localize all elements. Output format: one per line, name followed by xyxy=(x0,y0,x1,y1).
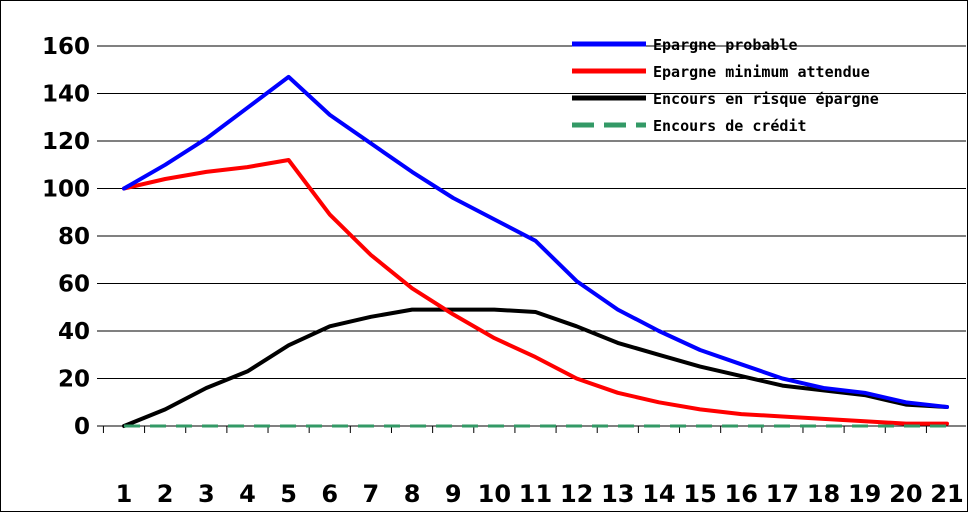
legend-label-4: Encours de crédit xyxy=(653,117,807,135)
x-tick-label: 21 xyxy=(930,480,963,508)
x-tick-label: 16 xyxy=(725,480,758,508)
legend-label-2: Epargne minimum attendue xyxy=(653,63,870,81)
y-tick-label: 0 xyxy=(74,414,90,440)
series-line-1 xyxy=(122,74,949,409)
y-tick-label: 80 xyxy=(58,224,90,250)
x-tick-label: 20 xyxy=(889,480,922,508)
x-tick-label: 7 xyxy=(363,480,380,508)
x-tick-label: 8 xyxy=(404,480,421,508)
x-tick-label: 10 xyxy=(478,480,511,508)
x-tick-label: 17 xyxy=(766,480,799,508)
x-tick-label: 11 xyxy=(519,480,552,508)
x-tick-label: 4 xyxy=(239,480,256,508)
y-tick-label: 120 xyxy=(42,129,90,155)
y-tick-label: 60 xyxy=(58,272,90,298)
x-tick-label: 19 xyxy=(848,480,881,508)
x-tick-label: 2 xyxy=(157,480,174,508)
x-tick-label: 15 xyxy=(683,480,716,508)
x-tick-label: 12 xyxy=(560,480,593,508)
x-tick-label: 5 xyxy=(280,480,297,508)
x-tick-label: 14 xyxy=(642,480,675,508)
x-tick-label: 1 xyxy=(116,480,133,508)
x-tick-label: 18 xyxy=(807,480,840,508)
x-tick-label: 9 xyxy=(445,480,462,508)
y-tick-label: 20 xyxy=(58,367,90,393)
y-tick-label: 140 xyxy=(42,82,90,108)
y-tick-label: 40 xyxy=(58,319,90,345)
x-tick-label: 6 xyxy=(321,480,338,508)
x-tick-label: 3 xyxy=(198,480,215,508)
y-tick-label: 100 xyxy=(42,177,90,203)
legend-label-1: Epargne probable xyxy=(653,36,798,54)
x-tick-label: 13 xyxy=(601,480,634,508)
series-line-3 xyxy=(122,307,949,428)
legend-label-3: Encours en risque épargne xyxy=(653,90,879,108)
y-tick-label: 160 xyxy=(42,34,90,60)
series-line-2 xyxy=(122,158,949,426)
